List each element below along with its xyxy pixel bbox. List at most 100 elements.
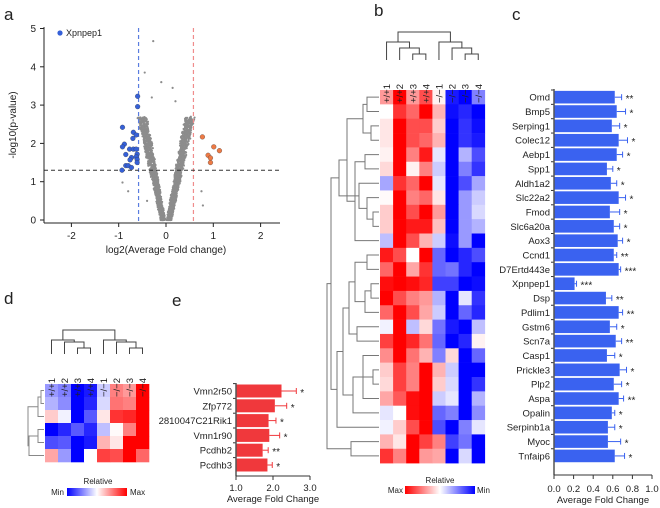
heatmap-d	[45, 384, 150, 463]
data-point	[133, 132, 139, 138]
data-point	[119, 144, 126, 150]
heatmap-cell	[458, 161, 472, 177]
significance-mark: *	[631, 367, 635, 378]
heatmap-cell	[393, 262, 407, 277]
category-label: Aldh1a2	[515, 179, 550, 190]
point	[182, 155, 185, 158]
x-tick-label: 0.0	[547, 484, 560, 495]
point	[150, 175, 153, 178]
heatmap-cell	[380, 147, 394, 163]
point	[160, 81, 163, 84]
heatmap-cell	[458, 276, 472, 292]
heatmap-cell	[393, 190, 407, 206]
heatmap-cell	[432, 219, 446, 234]
bar	[554, 119, 612, 133]
heatmap-cell	[380, 161, 394, 177]
y-axis-label: -log10(p-value)	[8, 91, 19, 158]
heatmap-cell	[58, 423, 72, 437]
significance-mark: *	[624, 223, 628, 234]
heatmap-cell	[406, 319, 420, 335]
point	[173, 200, 176, 203]
x-tick-label: 0	[163, 231, 169, 242]
x-tick-label: 0.8	[626, 484, 639, 495]
point	[168, 211, 171, 214]
category-label: Ccnd1	[523, 251, 550, 262]
point	[183, 130, 187, 133]
point	[146, 149, 150, 153]
column-label: −/−4	[474, 84, 485, 103]
point	[174, 173, 177, 176]
heatmap-cell	[136, 423, 150, 437]
heatmap-cell	[432, 104, 446, 119]
heatmap-cell	[110, 449, 124, 463]
bar	[236, 428, 270, 442]
column-label: +/+4	[421, 84, 432, 103]
heatmap-cell	[445, 190, 459, 206]
column-label: −/−1	[99, 378, 110, 397]
heatmap-cell	[58, 397, 72, 411]
bar	[554, 191, 619, 204]
point	[183, 136, 187, 139]
heatmap-cell	[393, 161, 407, 177]
dendrogram-branch	[364, 290, 379, 313]
significance-mark: *	[621, 324, 625, 335]
significance-mark: *	[624, 209, 628, 220]
bar	[236, 384, 282, 398]
bar	[236, 399, 275, 413]
significance-mark: *	[280, 418, 284, 429]
significance-mark: *	[621, 180, 625, 191]
dendrogram-branch	[464, 53, 479, 60]
heatmap-cell	[458, 305, 472, 320]
heatmap-cell	[393, 434, 407, 450]
heatmap-cell	[471, 133, 486, 148]
point	[145, 199, 149, 202]
significance-mark: *	[300, 388, 304, 399]
y-tick-label: 3	[30, 101, 36, 112]
point	[178, 170, 181, 173]
heatmap-cell	[458, 448, 472, 464]
heatmap-cell	[471, 233, 486, 249]
point	[146, 131, 149, 134]
dendrogram-branch	[350, 441, 379, 457]
point	[187, 139, 190, 142]
x-tick-label: 1	[211, 231, 217, 242]
point	[176, 172, 180, 175]
heatmap-cell	[419, 362, 433, 378]
heatmap-cell	[458, 190, 472, 206]
heatmap-cell	[380, 262, 394, 277]
point	[186, 116, 189, 119]
bar	[554, 133, 619, 147]
point	[180, 145, 183, 148]
point	[181, 143, 184, 146]
dendrogram-branch	[386, 41, 410, 60]
dendrogram-branch	[412, 53, 427, 60]
category-label: Serping1	[512, 121, 550, 132]
panel-label-c: c	[512, 5, 521, 24]
point	[149, 143, 152, 146]
point	[177, 167, 180, 170]
heatmap-cell	[97, 397, 111, 411]
heatmap-cell	[393, 233, 407, 249]
point	[157, 199, 160, 202]
data-point	[135, 93, 141, 99]
bar-chart-c	[551, 89, 628, 463]
heatmap-cell	[419, 290, 433, 306]
heatmap-cell	[406, 391, 420, 406]
heatmap-cell	[471, 362, 486, 378]
point	[185, 153, 188, 157]
color-legend-bar	[67, 488, 127, 496]
heatmap-cell	[458, 118, 472, 134]
category-label: Bmp5	[525, 107, 550, 118]
heatmap-cell	[380, 104, 394, 119]
point	[147, 163, 150, 166]
point	[139, 128, 142, 131]
heatmap-cell	[393, 247, 407, 263]
heatmap-cell	[445, 305, 459, 320]
bar	[236, 443, 263, 457]
heatmap-cell	[419, 434, 433, 450]
heatmap-cell	[406, 90, 420, 105]
heatmap-cell	[458, 219, 472, 234]
heatmap-cell	[406, 305, 420, 320]
heatmap-cell	[380, 348, 394, 363]
